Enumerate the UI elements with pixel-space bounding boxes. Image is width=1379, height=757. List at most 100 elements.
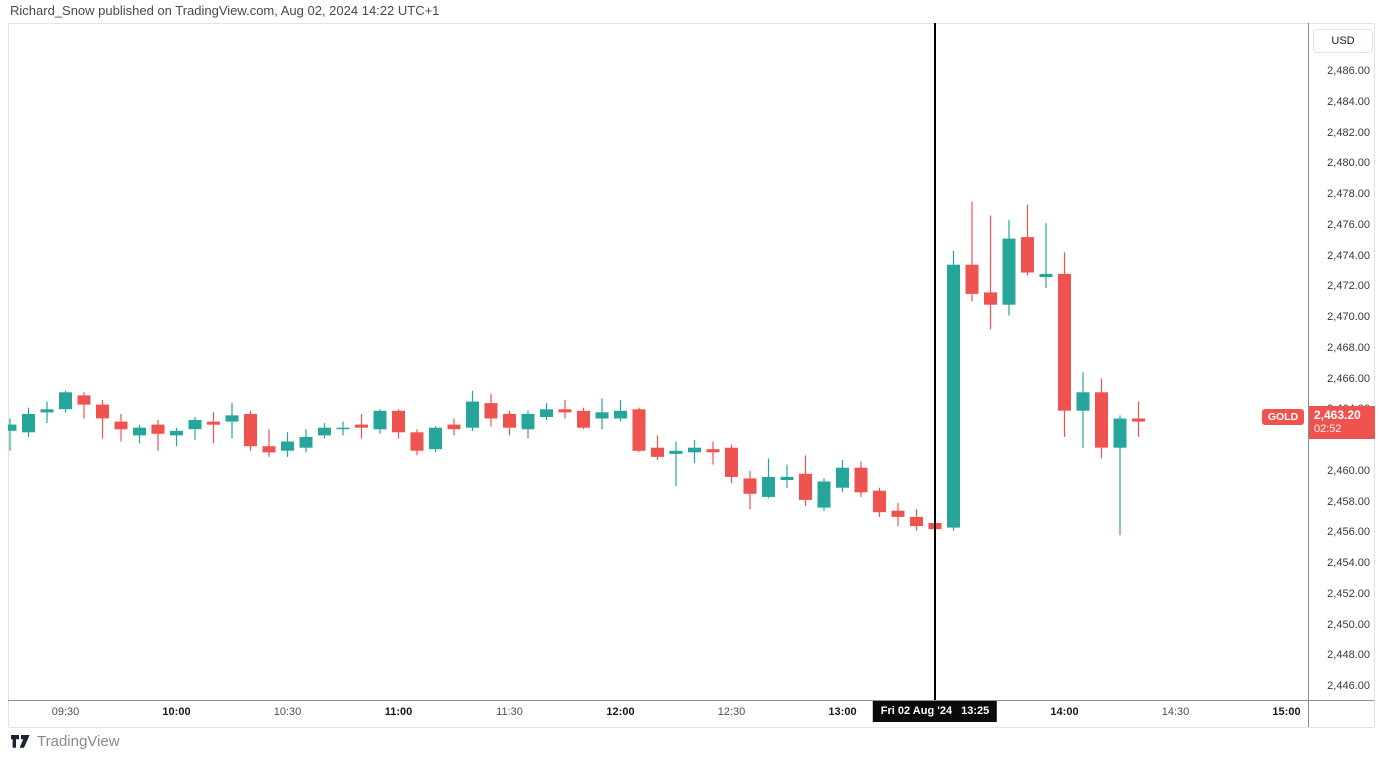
- candle-body: [799, 473, 812, 500]
- time-tick: 11:30: [496, 706, 523, 718]
- price-tick: 2,470.00: [1327, 311, 1370, 323]
- time-tick: 14:30: [1161, 706, 1190, 718]
- candle-body: [281, 441, 294, 451]
- price-tick: 2,458.00: [1327, 495, 1370, 508]
- price-tick: 2,448.00: [1327, 649, 1370, 662]
- price-tick: 2,468.00: [1327, 341, 1370, 354]
- candle-body: [632, 409, 646, 451]
- candle-body: [299, 436, 313, 448]
- price-tick: 2,450.00: [1327, 618, 1370, 631]
- candle-body: [836, 467, 849, 488]
- candle-body: [1095, 392, 1108, 448]
- price-tick: 2,460.00: [1327, 464, 1370, 477]
- price-tick: 2,452.00: [1327, 587, 1370, 600]
- candle-body: [540, 409, 553, 417]
- candle-body: [577, 410, 590, 428]
- candle-body: [1002, 238, 1016, 305]
- price-tick: 2,474.00: [1327, 249, 1370, 262]
- candle-body: [392, 410, 405, 433]
- candle-body: [484, 403, 498, 419]
- price-tick: 2,466.00: [1327, 372, 1370, 385]
- tradingview-attribution[interactable]: TradingView: [10, 733, 120, 750]
- time-tick: 12:00: [606, 706, 635, 718]
- candle-body: [651, 447, 664, 457]
- marker-time-label: Fri 02 Aug '24 13:25: [872, 701, 998, 722]
- candle-body: [207, 421, 220, 425]
- time-axis-separator: [8, 700, 1374, 701]
- candle-body: [151, 424, 165, 434]
- candle-body: [743, 478, 757, 494]
- last-price-label: 2,463.20 02:52: [1309, 405, 1375, 439]
- candle-body: [336, 427, 350, 430]
- candle-body: [891, 510, 905, 517]
- candle-body: [854, 467, 868, 493]
- candle-body: [1058, 273, 1071, 411]
- marker-date-text: Fri 02 Aug '24: [880, 705, 953, 717]
- currency-label: USD: [1331, 35, 1355, 47]
- price-tick: 2,478.00: [1327, 188, 1370, 200]
- candle-body: [355, 424, 368, 428]
- candle-body: [503, 413, 516, 428]
- candle-body: [262, 446, 276, 453]
- candle-body: [77, 395, 91, 405]
- candle-body: [725, 447, 738, 477]
- candle-body: [188, 420, 202, 430]
- time-tick: 14:00: [1050, 706, 1079, 718]
- candle-body: [40, 409, 54, 413]
- candle-body: [1076, 392, 1090, 411]
- candle-body: [429, 427, 442, 450]
- last-price-value: 2,463.20: [1314, 407, 1361, 422]
- symbol-text: GOLD: [1267, 410, 1299, 423]
- price-tick: 2,484.00: [1327, 95, 1370, 108]
- candle-body: [558, 409, 572, 413]
- candle-body: [133, 427, 146, 436]
- candlestick-chart[interactable]: [8, 23, 1308, 700]
- price-tick: 2,472.00: [1327, 280, 1370, 293]
- candle-body: [410, 432, 424, 451]
- time-tick: 09:30: [51, 706, 80, 718]
- candle-body: [1039, 273, 1053, 277]
- candle-body: [688, 447, 701, 453]
- candle-body: [614, 410, 627, 419]
- candle-body: [1113, 418, 1127, 448]
- candle-body: [873, 490, 886, 513]
- candle-body: [595, 412, 609, 419]
- time-tick: 10:30: [273, 706, 302, 718]
- candle-body: [96, 404, 109, 419]
- candles-group: [8, 201, 1145, 536]
- candle-body: [1132, 418, 1145, 422]
- price-axis-separator: [1308, 23, 1309, 727]
- price-tick: 2,482.00: [1327, 126, 1370, 139]
- time-tick: 15:00: [1272, 706, 1301, 718]
- time-tick: 11:00: [384, 706, 413, 718]
- tradingview-logo-icon: [11, 735, 30, 748]
- candle-body: [22, 413, 35, 433]
- publish-time-marker-line: [934, 23, 936, 700]
- time-tick: 12:30: [717, 706, 746, 718]
- candle-body: [114, 421, 128, 430]
- candle-body: [447, 424, 461, 430]
- candle-body: [521, 413, 535, 430]
- tradingview-brand-text: TradingView: [37, 733, 120, 750]
- candle-body: [817, 481, 831, 508]
- candle-body: [318, 427, 331, 436]
- candle-body: [59, 392, 72, 410]
- candle-body: [910, 516, 923, 527]
- currency-toggle-button[interactable]: USD: [1313, 29, 1373, 53]
- candle-body: [762, 476, 775, 497]
- time-tick: 10:00: [162, 706, 191, 718]
- candle-body: [170, 430, 183, 436]
- marker-time-text: 13:25: [961, 705, 990, 717]
- price-tick: 2,456.00: [1327, 526, 1370, 539]
- price-tick: 2,446.00: [1327, 680, 1370, 692]
- time-tick: 13:00: [828, 706, 857, 718]
- candle-body: [669, 450, 683, 454]
- candle-body: [947, 264, 960, 528]
- price-tick: 2,476.00: [1327, 218, 1370, 231]
- candle-body: [965, 264, 979, 294]
- price-tick: 2,454.00: [1327, 557, 1370, 569]
- candle-body: [244, 413, 257, 447]
- symbol-badge: GOLD: [1262, 408, 1304, 425]
- price-tick: 2,486.00: [1327, 65, 1370, 77]
